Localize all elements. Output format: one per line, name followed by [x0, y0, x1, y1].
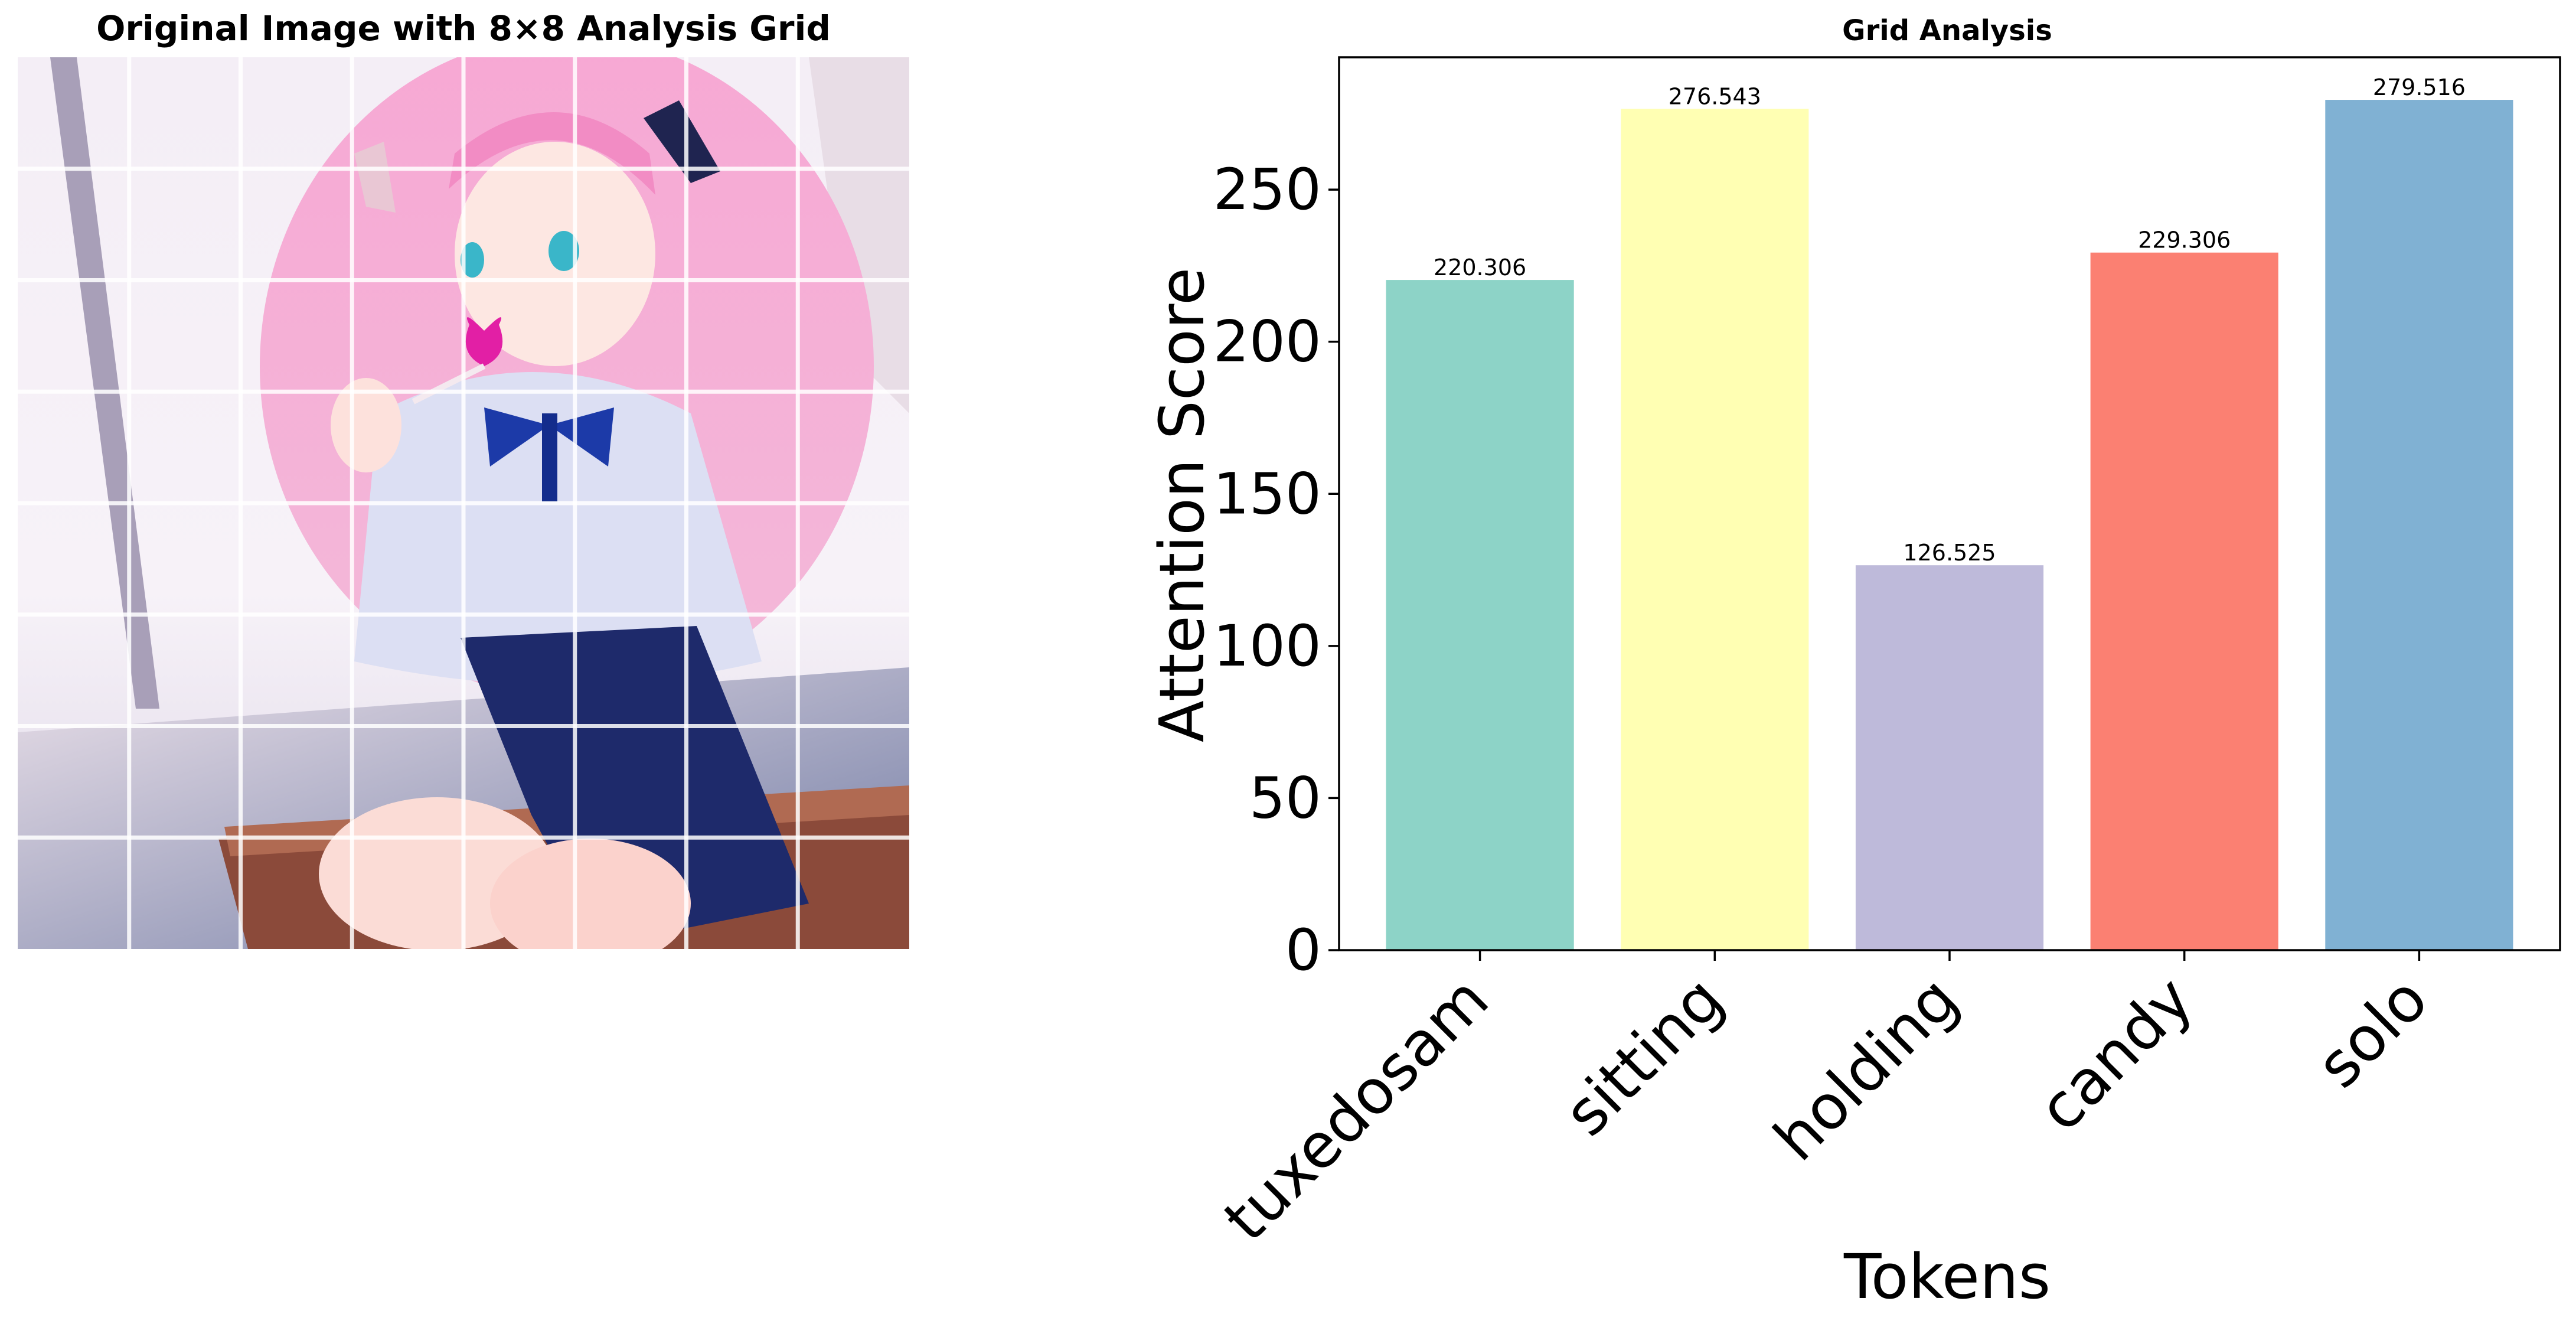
bar-value-label: 126.525: [1903, 540, 1996, 566]
x-axis-label: Tokens: [1843, 1241, 2051, 1313]
x-tick-label-holding: holding: [1760, 963, 1972, 1175]
bar-candy: [2090, 252, 2278, 950]
x-tick-label-tuxedosam: tuxedosam: [1210, 963, 1502, 1255]
y-tick-label: 0: [1285, 917, 1321, 983]
bar-holding: [1855, 565, 2044, 950]
x-tick-label-sitting: sitting: [1550, 963, 1737, 1149]
bar-value-label: 229.306: [2138, 227, 2231, 253]
y-axis-label: Attention Score: [1146, 268, 1218, 742]
plot-frame: [1338, 56, 2561, 951]
y-tick-label: 100: [1213, 613, 1321, 679]
y-tick-label: 250: [1213, 156, 1321, 223]
bar-solo: [2325, 100, 2513, 950]
bar-value-label: 279.516: [2373, 74, 2466, 100]
left-panel: Original Image with 8×8 Analysis Grid: [18, 8, 909, 949]
bar-tuxedosam: [1386, 280, 1574, 950]
y-tick-label: 50: [1249, 765, 1321, 831]
bar-value-label: 276.543: [1669, 83, 1761, 109]
y-tick-label: 150: [1213, 461, 1321, 527]
image-title: Original Image with 8×8 Analysis Grid: [96, 8, 831, 48]
analysis-grid: [18, 57, 909, 949]
chart-title: Grid Analysis: [1842, 14, 2052, 47]
x-tick-label-candy: candy: [2025, 963, 2207, 1145]
x-tick-label-solo: solo: [2303, 963, 2441, 1101]
bar-value-label: 220.306: [1434, 255, 1526, 281]
bar-chart: Grid Analysis Attention Score Tokens 220…: [1146, 14, 2561, 1313]
bar-sitting: [1621, 109, 1809, 951]
y-tick-label: 200: [1213, 309, 1321, 375]
